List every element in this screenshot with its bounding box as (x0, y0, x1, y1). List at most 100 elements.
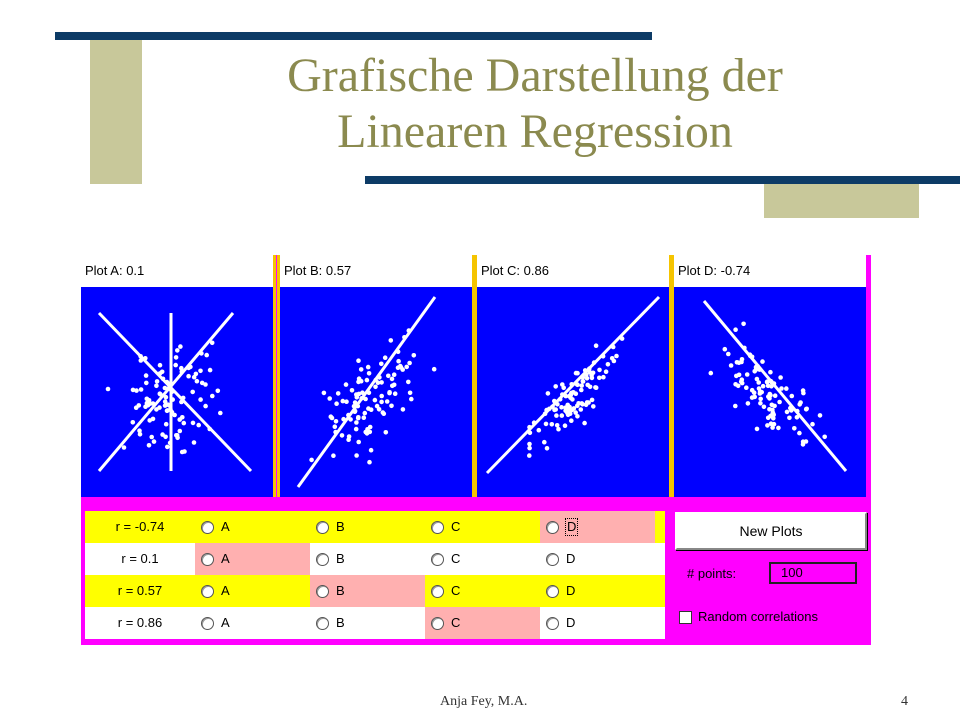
radio-button[interactable] (431, 553, 444, 566)
scatter-point (741, 321, 746, 327)
scatter-point (404, 364, 409, 370)
scatter-point (559, 413, 565, 418)
radio-button[interactable] (546, 553, 559, 566)
scatter-point (542, 439, 547, 445)
radio-button[interactable] (546, 617, 559, 630)
scatter-point (733, 327, 738, 332)
scatter-point (356, 358, 361, 363)
radio-button[interactable] (201, 585, 214, 598)
regression-line (97, 312, 235, 472)
scatter-point (578, 407, 584, 412)
scatter-point (383, 430, 389, 435)
scatter-point (582, 420, 587, 426)
grid-row: r = -0.74 A B C D (85, 511, 665, 543)
scatter-point (175, 348, 180, 353)
random-correlations-checkbox[interactable] (679, 611, 692, 624)
scatter-point (536, 427, 542, 433)
scatter-point (584, 400, 590, 405)
option-b[interactable]: B (310, 607, 425, 639)
radio-button[interactable] (431, 521, 444, 534)
option-d[interactable]: D (540, 543, 655, 575)
option-a[interactable]: A (195, 511, 310, 543)
scatter-point (349, 388, 355, 393)
plot-a-label: Plot A: 0.1 (85, 263, 145, 278)
scatter-point (407, 360, 412, 366)
radio-button[interactable] (201, 553, 214, 566)
scatter-point (172, 412, 177, 418)
scatter-point (580, 402, 585, 407)
option-d[interactable]: D (540, 607, 655, 639)
scatter-point (771, 412, 776, 418)
scatter-point (352, 400, 358, 405)
scatter-point (361, 415, 367, 420)
scatter-point (768, 369, 773, 375)
points-input[interactable]: 100 (769, 562, 857, 584)
scatter-point (611, 358, 617, 364)
option-b[interactable]: B (310, 543, 425, 575)
scatter-point (758, 401, 763, 406)
scatter-point (798, 400, 803, 405)
r-value-label: r = 0.86 (117, 615, 163, 630)
radio-button[interactable] (546, 585, 559, 598)
scatter-point (760, 359, 765, 364)
radio-button[interactable] (431, 585, 444, 598)
radio-button[interactable] (201, 521, 214, 534)
radio-button[interactable] (316, 585, 329, 598)
regression-line (485, 295, 661, 475)
scatter-point (735, 383, 741, 389)
radio-button[interactable] (201, 617, 214, 630)
scatter-point (800, 442, 806, 447)
plot-b-label: Plot B: 0.57 (284, 263, 352, 278)
scatter-point (822, 434, 827, 440)
plot-d-label: Plot D: -0.74 (678, 263, 751, 278)
option-a[interactable]: A (195, 543, 310, 575)
option-c[interactable]: C (425, 607, 540, 639)
scatter-point (173, 362, 178, 368)
scatter-point (409, 396, 414, 402)
regression-line (296, 296, 437, 488)
scatter-point (365, 427, 370, 432)
radio-button[interactable] (316, 521, 329, 534)
radio-button[interactable] (316, 553, 329, 566)
radio-button[interactable] (316, 617, 329, 630)
option-c[interactable]: C (425, 543, 540, 575)
scatter-point (333, 419, 339, 424)
scatter-point (174, 433, 180, 438)
scatter-point (768, 421, 774, 426)
option-d[interactable]: D (540, 575, 655, 607)
scatter-point (573, 370, 579, 376)
option-b[interactable]: B (310, 511, 425, 543)
scatter-point (379, 393, 384, 399)
scatter-point (144, 380, 149, 386)
scatter-point (154, 407, 159, 412)
option-a[interactable]: A (195, 575, 310, 607)
scatter-point (157, 362, 163, 368)
scatter-point (373, 384, 378, 390)
scatter-point (134, 388, 139, 393)
option-d[interactable]: D (540, 511, 655, 543)
scatter-point (163, 421, 169, 427)
scatter-point (387, 390, 392, 396)
scatter-point (190, 389, 195, 395)
option-b[interactable]: B (310, 575, 425, 607)
title-line-2: Linearen Regression (337, 105, 733, 158)
option-a[interactable]: A (195, 607, 310, 639)
decor-bar-right (365, 176, 960, 184)
radio-button[interactable] (546, 521, 559, 534)
scatter-point (614, 353, 619, 359)
option-label: C (451, 551, 461, 566)
new-plots-button[interactable]: New Plots (675, 512, 867, 550)
option-label: D (564, 518, 579, 536)
option-c[interactable]: C (425, 575, 540, 607)
scatter-point (593, 385, 599, 390)
radio-button[interactable] (431, 617, 444, 630)
decor-bar-top (55, 32, 652, 40)
scatter-point (356, 439, 361, 445)
option-c[interactable]: C (425, 511, 540, 543)
scatter-point (190, 420, 196, 426)
scatter-point (203, 382, 208, 387)
scatter-point (346, 434, 352, 439)
scatter-point (597, 375, 602, 381)
scatter-point (597, 367, 602, 373)
scatter-point (204, 352, 209, 358)
